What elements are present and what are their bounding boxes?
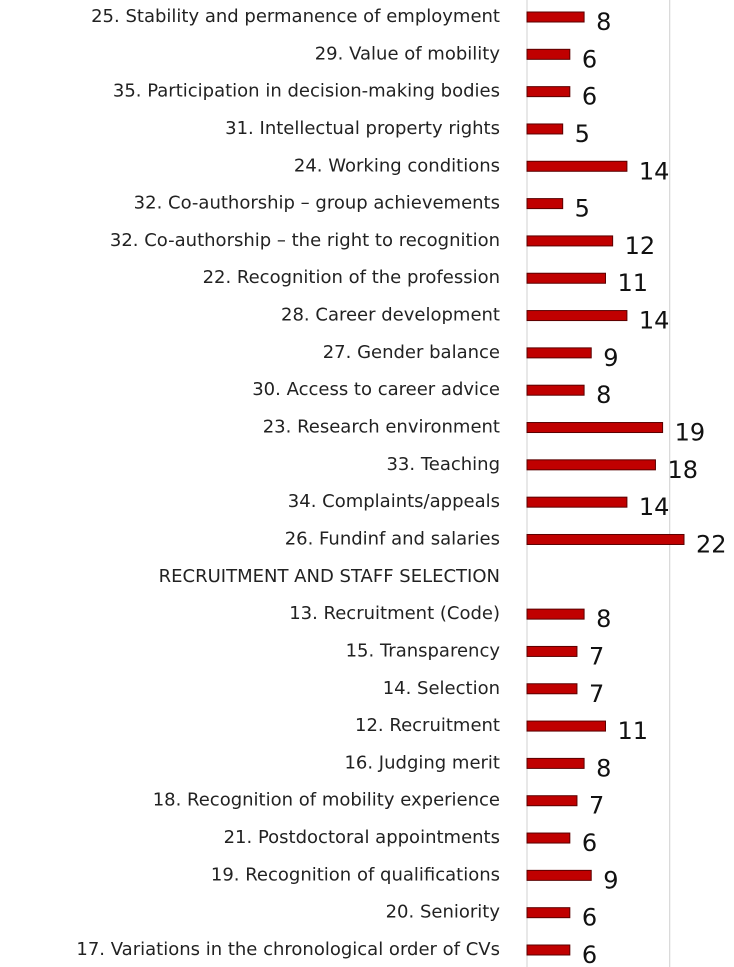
value-label: 12	[625, 232, 656, 260]
category-label: 21. Postdoctoral appointments	[224, 827, 500, 848]
bar	[526, 757, 585, 769]
value-label: 6	[582, 904, 597, 932]
value-label: 9	[603, 866, 618, 894]
bar	[526, 310, 628, 322]
category-label: 19. Recognition of qualifications	[211, 864, 500, 885]
bar	[526, 86, 571, 98]
value-label: 5	[575, 195, 590, 223]
category-label: 12. Recruitment	[355, 715, 500, 736]
bar	[526, 422, 664, 434]
value-label: 11	[618, 269, 649, 297]
bar	[526, 795, 578, 807]
value-label: 14	[639, 493, 670, 521]
bar	[526, 608, 585, 620]
bar	[526, 944, 571, 956]
value-label: 14	[639, 157, 670, 185]
value-label: 19	[675, 419, 706, 447]
bar	[526, 48, 571, 60]
category-label: 15. Transparency	[346, 640, 501, 661]
category-label: 28. Career development	[281, 305, 500, 326]
value-label: 8	[596, 605, 611, 633]
category-label: 32. Co-authorship – the right to recogni…	[110, 230, 500, 251]
bar	[526, 384, 585, 396]
bar	[526, 533, 685, 545]
bar	[526, 459, 656, 471]
value-label: 6	[582, 941, 597, 967]
value-label: 8	[596, 754, 611, 782]
value-label: 5	[575, 120, 590, 148]
value-label: 11	[618, 717, 649, 745]
value-label: 7	[589, 680, 604, 708]
category-label: 30. Access to career advice	[252, 379, 500, 400]
bar	[526, 869, 592, 881]
category-label: RECRUITMENT AND STAFF SELECTION	[159, 566, 500, 587]
bar	[526, 123, 564, 135]
bar	[526, 198, 564, 210]
category-label: 24. Working conditions	[294, 155, 500, 176]
value-label: 9	[603, 344, 618, 372]
bar	[526, 645, 578, 657]
bar	[526, 683, 578, 695]
bar	[526, 720, 606, 732]
value-label: 6	[582, 45, 597, 73]
category-label: 29. Value of mobility	[315, 43, 501, 64]
value-label: 22	[696, 530, 727, 558]
category-label: 14. Selection	[383, 678, 500, 699]
category-label: 27. Gender balance	[323, 342, 500, 363]
value-label: 8	[596, 8, 611, 36]
bar	[526, 832, 571, 844]
category-label: 34. Complaints/appeals	[288, 491, 500, 512]
bar	[526, 347, 592, 359]
category-label: 23. Research environment	[263, 417, 500, 438]
category-label: 32. Co-authorship – group achievements	[134, 193, 500, 214]
value-label: 14	[639, 307, 670, 335]
category-label: 35. Participation in decision-making bod…	[113, 81, 500, 102]
value-label: 6	[582, 829, 597, 857]
category-label: 26. Fundinf and salaries	[285, 528, 500, 549]
category-label: 18. Recognition of mobility experience	[153, 790, 500, 811]
bar	[526, 272, 606, 284]
bar	[526, 907, 571, 919]
value-label: 6	[582, 83, 597, 111]
bar	[526, 496, 628, 508]
bar	[526, 160, 628, 172]
category-label: 25. Stability and permanence of employme…	[91, 6, 500, 27]
category-label: 33. Teaching	[386, 454, 500, 475]
category-label: 17. Variations in the chronological orde…	[76, 939, 500, 960]
category-label: 22. Recognition of the profession	[203, 267, 500, 288]
category-label: 13. Recruitment (Code)	[289, 603, 500, 624]
value-label: 7	[589, 792, 604, 820]
category-label: 16. Judging merit	[344, 752, 500, 773]
category-label: 31. Intellectual property rights	[225, 118, 500, 139]
value-label: 8	[596, 381, 611, 409]
value-label: 18	[667, 456, 698, 484]
bar	[526, 11, 585, 23]
category-label: 20. Seniority	[386, 902, 501, 923]
value-label: 7	[589, 642, 604, 670]
bar	[526, 235, 614, 247]
